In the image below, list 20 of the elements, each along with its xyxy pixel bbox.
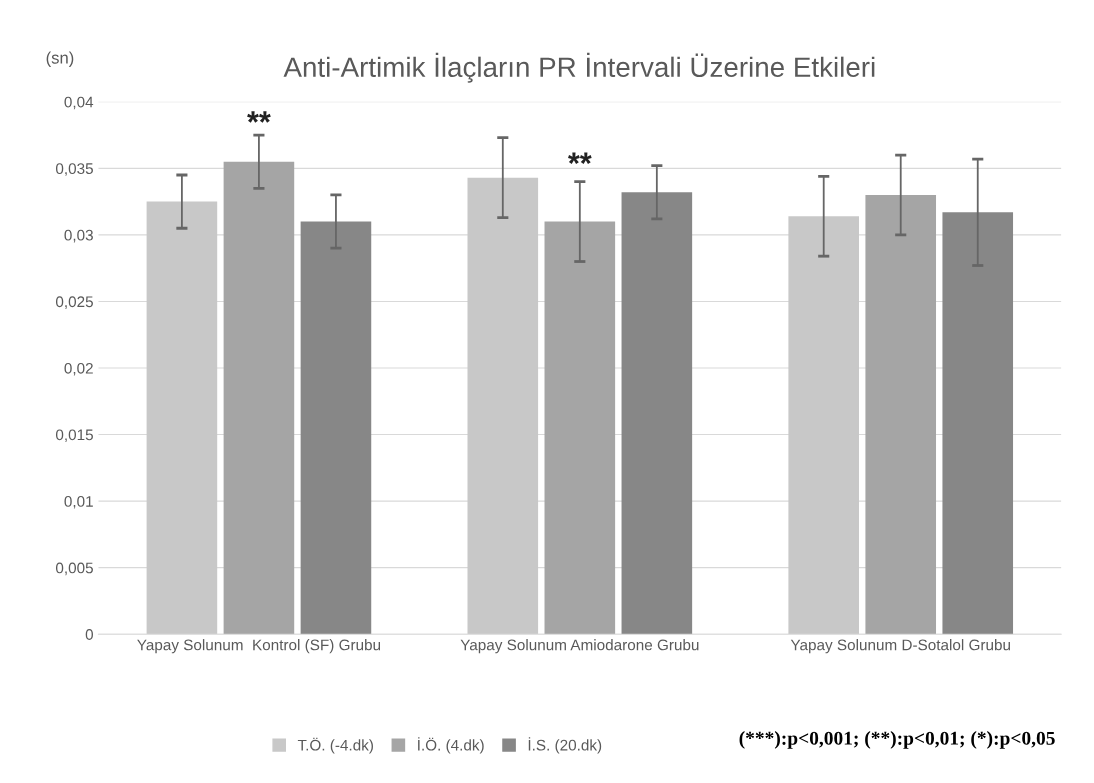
y-tick-label: 0,035 bbox=[55, 163, 93, 176]
y-axis-title: (sn) bbox=[46, 51, 74, 67]
text: (***):p<0,001; (**):p<0,01; (*):p<0,05 bbox=[739, 731, 1055, 749]
annotation: ** bbox=[568, 152, 592, 164]
y-tick-label: 0,02 bbox=[64, 362, 93, 376]
annotation: ** bbox=[247, 111, 271, 123]
y-tick-label: 0,01 bbox=[64, 495, 93, 509]
x-tick-label: Yapay Solunum D-Sotalol Grubu bbox=[790, 639, 1010, 654]
legend-label: İ.Ö. (4.dk) bbox=[418, 737, 484, 754]
y-tick-label: 0 bbox=[85, 629, 93, 640]
chart-title: Anti-Artimik İlaçların PR İntervali Üzerine Etkileri bbox=[283, 52, 875, 83]
y-tick-label: 0,025 bbox=[55, 296, 93, 309]
x-tick-label: Yapay Solunum Amiodarone Grubu bbox=[460, 639, 699, 654]
y-tick-label: 0,015 bbox=[55, 429, 93, 443]
y-tick-label: 0,005 bbox=[55, 562, 93, 576]
legend-label: İ.S. (20.dk) bbox=[528, 737, 602, 754]
y-tick-label: 0,04 bbox=[64, 96, 94, 110]
legend-label: T.Ö. (-4.dk) bbox=[297, 737, 373, 754]
x-tick-label: Yapay Solunum Kontrol (SF) Grubu bbox=[137, 639, 381, 654]
y-tick-label: 0,03 bbox=[64, 229, 93, 243]
